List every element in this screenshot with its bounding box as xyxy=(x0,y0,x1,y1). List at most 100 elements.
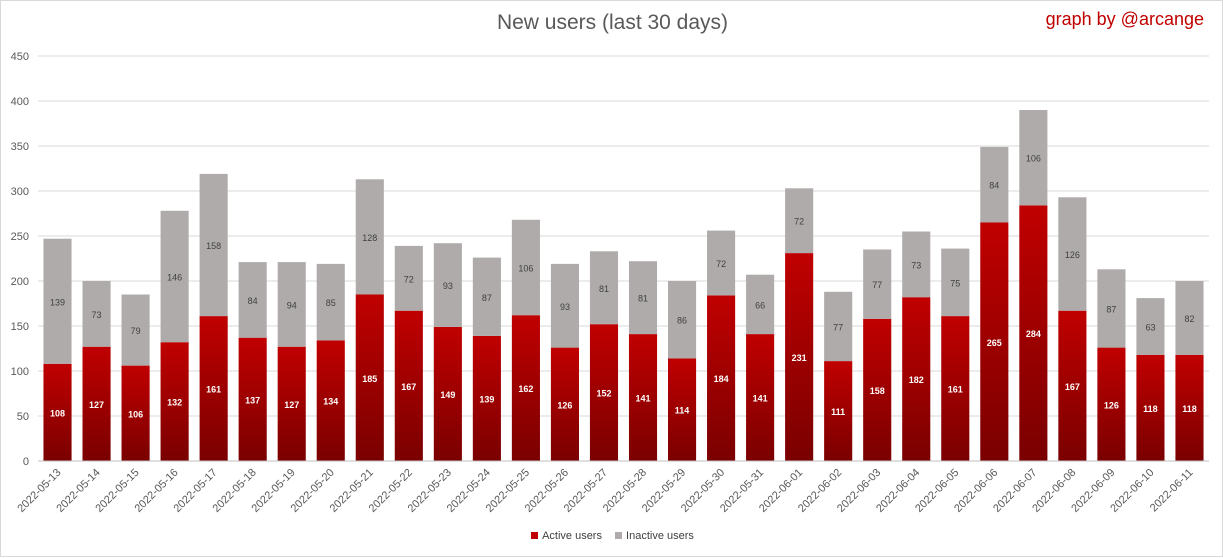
data-label-inactive: 73 xyxy=(911,260,921,270)
data-label-inactive: 72 xyxy=(794,217,804,227)
bar-active xyxy=(1019,205,1048,461)
data-label-active: 141 xyxy=(753,394,768,404)
data-label-inactive: 86 xyxy=(677,316,687,326)
data-label-active: 137 xyxy=(245,395,260,405)
bar-inactive xyxy=(980,146,1009,223)
bar-active xyxy=(394,310,423,461)
y-tick-label: 450 xyxy=(11,51,29,63)
data-label-active: 106 xyxy=(128,409,143,419)
y-tick-label: 250 xyxy=(11,231,29,243)
data-label-active: 118 xyxy=(1182,404,1197,414)
bar-inactive xyxy=(1175,281,1204,355)
legend-item-active: Active users xyxy=(531,530,602,542)
bar-active xyxy=(941,316,970,461)
data-label-active: 111 xyxy=(831,407,845,417)
data-label-inactive: 126 xyxy=(1065,250,1080,260)
bar-inactive xyxy=(902,231,931,298)
data-label-inactive: 63 xyxy=(1145,322,1155,332)
bar-inactive xyxy=(433,243,462,327)
bar-active xyxy=(472,335,501,461)
data-label-active: 118 xyxy=(1143,404,1158,414)
bar-inactive xyxy=(550,263,580,348)
bar-inactive xyxy=(863,249,892,319)
data-label-inactive: 146 xyxy=(167,273,182,283)
bar-inactive xyxy=(1019,110,1048,206)
data-label-active: 134 xyxy=(323,397,338,407)
data-label-inactive: 87 xyxy=(482,293,492,303)
bar-active xyxy=(746,334,775,461)
bar-active xyxy=(863,318,892,461)
y-tick-label: 350 xyxy=(11,141,29,153)
legend: Active users Inactive users xyxy=(1,530,1223,542)
bar-active xyxy=(628,334,658,461)
y-tick-label: 300 xyxy=(11,186,29,198)
data-label-active: 167 xyxy=(1065,382,1080,392)
data-label-active: 167 xyxy=(401,382,416,392)
data-label-inactive: 87 xyxy=(1106,304,1116,314)
bar-inactive xyxy=(941,248,970,317)
bar-inactive xyxy=(43,238,72,364)
data-label-inactive: 82 xyxy=(1184,314,1194,324)
y-tick-label: 150 xyxy=(11,321,29,333)
bar-inactive xyxy=(628,261,658,335)
data-label-active: 127 xyxy=(89,400,104,410)
data-label-inactive: 84 xyxy=(248,296,258,306)
data-label-active: 161 xyxy=(206,385,221,395)
data-label-active: 139 xyxy=(479,394,494,404)
bar-inactive xyxy=(238,262,267,338)
legend-swatch-inactive xyxy=(615,532,623,539)
bar-active xyxy=(980,222,1009,461)
data-label-active: 114 xyxy=(675,406,690,416)
y-tick-label: 0 xyxy=(23,456,29,468)
bar-active xyxy=(824,361,853,461)
data-label-active: 126 xyxy=(1104,400,1119,410)
bar-active xyxy=(160,342,189,461)
bar-active xyxy=(1136,354,1165,461)
bar-active xyxy=(43,363,72,461)
data-label-active: 182 xyxy=(909,375,924,385)
bar-active xyxy=(277,346,306,461)
bar-inactive xyxy=(746,274,775,335)
data-label-active: 126 xyxy=(557,400,572,410)
data-label-inactive: 94 xyxy=(287,300,297,310)
bar-active xyxy=(589,324,619,461)
bar-active xyxy=(199,316,228,461)
data-label-active: 184 xyxy=(714,374,729,384)
data-label-active: 265 xyxy=(987,338,1002,348)
data-label-active: 132 xyxy=(167,398,182,408)
bar-inactive xyxy=(121,294,150,366)
data-label-inactive: 81 xyxy=(599,284,609,294)
bar-active xyxy=(355,294,384,461)
bar-inactive xyxy=(1097,269,1126,348)
bar-inactive xyxy=(277,262,306,347)
data-label-active: 231 xyxy=(792,353,807,363)
y-tick-label: 50 xyxy=(17,411,29,423)
data-label-active: 108 xyxy=(50,408,65,418)
bar-inactive xyxy=(824,291,853,362)
data-label-active: 152 xyxy=(596,389,611,399)
data-label-inactive: 84 xyxy=(989,181,999,191)
data-label-inactive: 72 xyxy=(404,274,414,284)
bar-inactive xyxy=(707,230,736,296)
bar-active xyxy=(1175,354,1204,461)
bar-inactive xyxy=(667,281,697,359)
y-tick-label: 100 xyxy=(11,366,29,378)
bar-active xyxy=(550,347,580,461)
data-label-inactive: 72 xyxy=(716,259,726,269)
bar-active xyxy=(238,337,267,461)
bar-inactive xyxy=(1136,298,1165,355)
data-label-active: 162 xyxy=(518,384,533,394)
data-label-inactive: 77 xyxy=(833,322,843,332)
bar-active xyxy=(667,358,697,461)
bar-inactive xyxy=(394,245,423,311)
bar-inactive xyxy=(589,251,619,325)
bar-active xyxy=(316,340,345,461)
data-label-inactive: 81 xyxy=(638,294,648,304)
bar-inactive xyxy=(199,173,228,317)
bar-inactive xyxy=(355,179,384,295)
legend-label-active: Active users xyxy=(542,530,602,542)
data-label-inactive: 75 xyxy=(950,278,960,288)
bar-active xyxy=(707,295,736,461)
data-label-inactive: 93 xyxy=(560,302,570,312)
